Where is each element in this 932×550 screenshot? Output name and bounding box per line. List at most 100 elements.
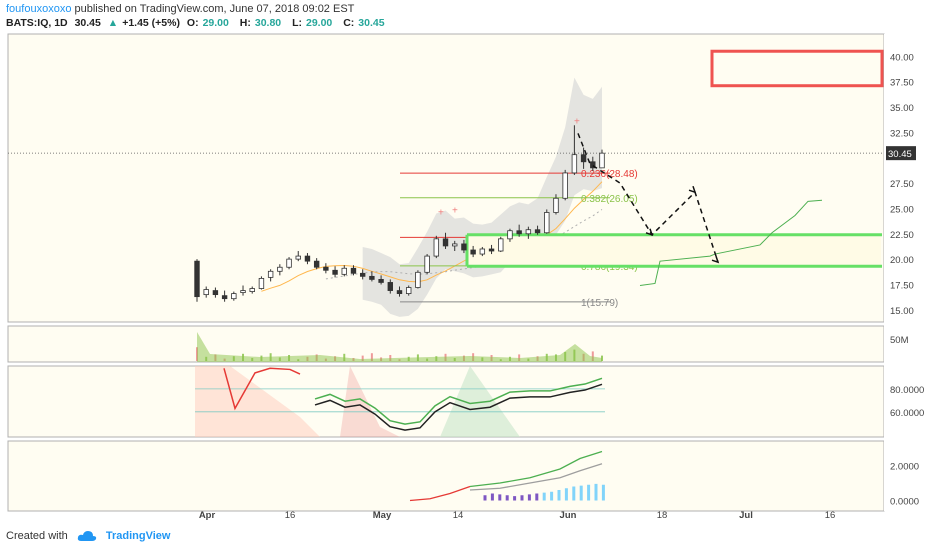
support-zone-fill	[467, 234, 881, 267]
candle-body	[369, 275, 375, 280]
price-tick-label: 32.50	[890, 128, 914, 139]
low-value: 29.00	[306, 17, 333, 29]
last-price: 30.45	[74, 17, 101, 29]
candle-body	[295, 255, 301, 260]
candle-body	[525, 229, 532, 235]
candle-body	[479, 248, 486, 255]
candle-body	[387, 282, 393, 291]
last-price-tag-label: 30.45	[888, 149, 912, 160]
candle-body	[498, 238, 504, 252]
candle-body	[304, 255, 311, 262]
candle-body	[580, 154, 587, 163]
time-tick-label: May	[373, 510, 392, 521]
price-tick-label: 15.00	[890, 306, 914, 317]
projected-arrowhead	[688, 185, 697, 194]
target-zone	[710, 49, 884, 88]
candle-body	[470, 249, 476, 255]
signal-marker: +	[574, 116, 580, 127]
candle-body	[442, 238, 449, 247]
momentum-histogram-bar	[594, 483, 598, 501]
time-tick-label: Jul	[739, 510, 753, 521]
time-tick-label: 14	[453, 510, 464, 521]
candle-body	[341, 267, 347, 275]
price-tick-label: 27.50	[890, 179, 914, 190]
candle-body	[332, 269, 338, 275]
candle-body	[267, 270, 274, 278]
candle-body	[323, 266, 329, 271]
candle-body	[258, 277, 265, 289]
price-tick-label: 40.00	[890, 52, 914, 63]
bollinger-band	[362, 77, 602, 317]
signal-marker: +	[452, 205, 458, 216]
momentum-histogram-bar	[550, 491, 554, 501]
candle-body	[562, 172, 568, 199]
projected-path	[577, 133, 719, 263]
candle-body	[359, 272, 366, 277]
low-label: L:	[292, 17, 302, 29]
price-tick-label: 25.00	[890, 204, 914, 215]
candle-body	[396, 290, 403, 295]
oscillator-black-line	[314, 383, 603, 431]
created-with-text: Created with	[6, 530, 68, 542]
fib-level-label: 1(15.79)	[581, 298, 618, 309]
candle-body	[240, 290, 246, 293]
momentum-histogram-bar	[564, 488, 568, 501]
candle-body	[415, 271, 421, 288]
oscillator-shade-red	[195, 366, 320, 437]
candle-body	[516, 230, 522, 235]
close-value: 30.45	[358, 17, 385, 29]
momentum-histogram-bar	[579, 485, 583, 501]
momentum-panel	[7, 440, 885, 512]
price-tick-label: 17.50	[890, 280, 914, 291]
momentum-histogram-bar	[601, 484, 605, 501]
volume-axis-label: 50M	[890, 335, 909, 346]
time-tick-label: 16	[825, 510, 836, 521]
fib-level-label: 0.382(26.05)	[581, 194, 638, 205]
projected-arrowhead	[711, 255, 720, 264]
candle-body	[249, 288, 255, 292]
open-value: 29.00	[202, 17, 229, 29]
symbol-label: BATS:IQ, 1D	[6, 17, 68, 29]
oscillator-tick-label: 80.0000	[890, 385, 924, 396]
candle-body	[571, 154, 578, 174]
momentum-histogram-bar	[513, 496, 517, 501]
candle-body	[231, 293, 237, 300]
oscillator-tick-label: 60.0000	[890, 408, 924, 419]
candle-body	[461, 243, 467, 251]
momentum-histogram-bar	[587, 484, 591, 501]
price-tick-label: 37.50	[890, 78, 914, 89]
up-arrow-icon: ▲	[107, 17, 119, 29]
momentum-histogram-bar	[572, 486, 576, 501]
candle-body	[378, 279, 384, 283]
oscillator-red-line	[223, 367, 301, 411]
time-tick-label: Jun	[560, 510, 577, 521]
candle-body	[433, 238, 440, 257]
signal-marker: +	[438, 208, 444, 219]
tradingview-brand-link[interactable]: TradingView	[105, 530, 171, 542]
projected-arrowhead	[645, 228, 654, 236]
fib-level-label: 0.236(28.48)	[581, 169, 638, 180]
momentum-histogram-bar	[542, 492, 546, 501]
momentum-green-line	[469, 450, 603, 488]
price-tick-label: 35.00	[890, 103, 914, 114]
price-panel	[7, 33, 885, 323]
candle-body	[424, 255, 430, 273]
time-tick-label: 18	[657, 510, 668, 521]
candle-body	[221, 295, 228, 300]
momentum-red-line	[409, 485, 471, 502]
oscillator-shade-pink	[340, 366, 400, 437]
momentum-histogram-bar	[535, 493, 539, 501]
footer: Created with TradingView	[6, 530, 170, 542]
last-price-tag	[886, 146, 916, 161]
candle-body	[350, 267, 357, 274]
momentum-histogram-bar	[498, 494, 502, 501]
momentum-histogram-bar	[483, 495, 487, 501]
ohlc-legend: BATS:IQ, 1D 30.45 ▲ +1.45 (+5%) O: 29.00 H…	[6, 17, 393, 29]
price-axis-bg	[884, 34, 930, 511]
candle-body	[286, 258, 292, 268]
momentum-histogram-bar	[505, 495, 509, 501]
momentum-tick-label: 0.0000	[890, 497, 919, 508]
author-link[interactable]: foufouxoxoxo	[6, 3, 72, 15]
projection-line	[639, 199, 823, 286]
